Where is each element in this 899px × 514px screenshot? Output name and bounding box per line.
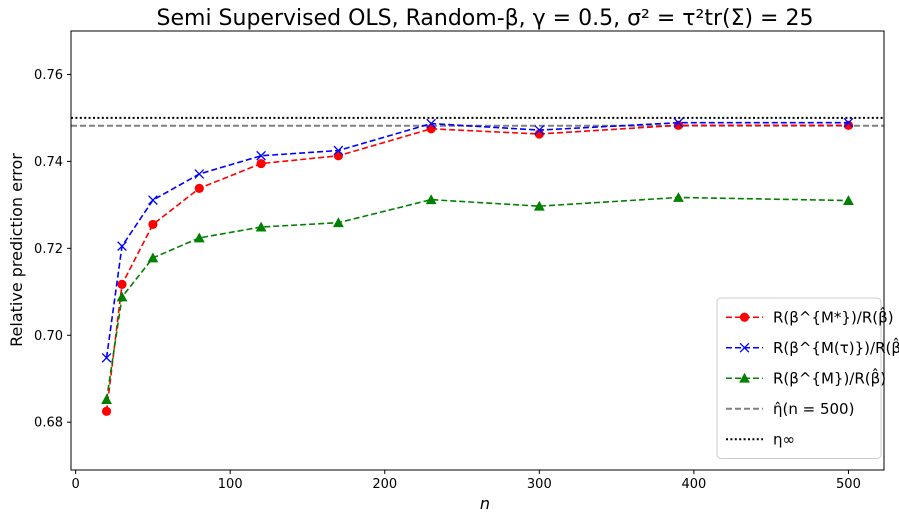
series-1-point-1-b	[117, 241, 127, 252]
series-1-point-6	[426, 118, 436, 129]
series-1-point-3	[194, 169, 205, 179]
series-1-point-7-b	[534, 125, 545, 135]
x-tick-label-1: 100	[218, 477, 243, 492]
y-tick-label-3: 0.74	[34, 155, 63, 170]
legend-marker-1	[739, 342, 750, 353]
series-2-point-3	[193, 232, 205, 243]
x-tick-label-4: 400	[681, 477, 706, 492]
series-1-point-0	[101, 352, 112, 363]
series-0-point-0	[101, 406, 112, 416]
y-tick-label-0: 0.68	[34, 416, 63, 431]
series-line-1	[105, 121, 849, 358]
series-2-point-6	[425, 194, 437, 205]
legend-label-3: η̂(n = 500)	[773, 400, 854, 418]
series-1-point-5	[333, 145, 344, 156]
legend-label-2: R(β^{M})/R(β̂)	[773, 368, 886, 388]
plot-inner	[71, 116, 884, 416]
series-1-point-2-b	[148, 195, 158, 205]
y-tick-label-1: 0.70	[34, 329, 63, 344]
x-tick-label-5: 500	[836, 477, 861, 492]
legend-label-1: R(β^{M(τ)})/R(β̂)	[773, 337, 899, 357]
series-1-point-6-b	[426, 118, 436, 129]
y-tick-label-4: 0.76	[34, 68, 63, 83]
legend-marker-1-b	[739, 342, 750, 353]
series-0-point-4	[256, 158, 266, 169]
series-1-point-9-b	[843, 117, 854, 128]
series-1-point-1	[117, 241, 127, 252]
series-1-point-9	[843, 117, 854, 128]
series-0-point-1	[117, 279, 127, 290]
series-1-point-8-b	[673, 117, 684, 128]
series-1-point-5-b	[333, 145, 344, 156]
axes: 0 100 200 300 400 500 0.68 0.70 0.72 0.74 0.76	[34, 30, 885, 492]
y-tick-label-2: 0.72	[34, 242, 63, 257]
series-2-point-1	[116, 291, 128, 302]
series-2-point-7	[533, 200, 545, 211]
x-axis-label: n	[480, 494, 490, 513]
legend-marker-2	[739, 372, 750, 383]
series-2-point-2	[147, 252, 159, 263]
series-1-point-2	[148, 195, 158, 205]
series-1-point-4-b	[256, 150, 266, 161]
x-tick-label-2: 200	[372, 477, 397, 492]
series-2-point-8	[673, 192, 684, 202]
series-0-point-3	[194, 183, 204, 193]
series-2-point-9	[843, 195, 854, 205]
series-2-point-0	[101, 394, 112, 405]
legend-box	[716, 297, 882, 459]
series-0-point-6	[426, 124, 436, 134]
legend: R(β^{M*})/R(β̂) R(β^{M(τ)})/R(β̂) R(β^{M})…	[716, 297, 899, 459]
series-2-point-5	[332, 217, 344, 228]
series-0-point-5	[333, 151, 343, 161]
series-1-point-7	[534, 125, 545, 135]
series-line-2	[105, 196, 849, 400]
legend-marker-0	[739, 312, 750, 322]
series-0-point-2	[148, 219, 158, 230]
axes-frame	[70, 30, 885, 471]
plot-area	[71, 116, 884, 416]
legend-label-4: η∞	[773, 430, 795, 448]
legend-label-0: R(β^{M*})/R(β̂)	[773, 307, 894, 327]
x-tick-label-3: 300	[527, 477, 552, 492]
chart-title: Semi Supervised OLS, Random-β, γ = 0.5, …	[157, 6, 814, 31]
y-axis-label: Relative prediction error	[7, 153, 26, 347]
series-1-point-4	[256, 150, 266, 161]
series-2-point-4	[255, 221, 267, 232]
x-tick-label-0: 0	[71, 477, 79, 492]
series-1-point-8	[673, 117, 684, 128]
series-1-point-0-b	[101, 352, 112, 363]
series-1-point-3-b	[194, 169, 205, 179]
